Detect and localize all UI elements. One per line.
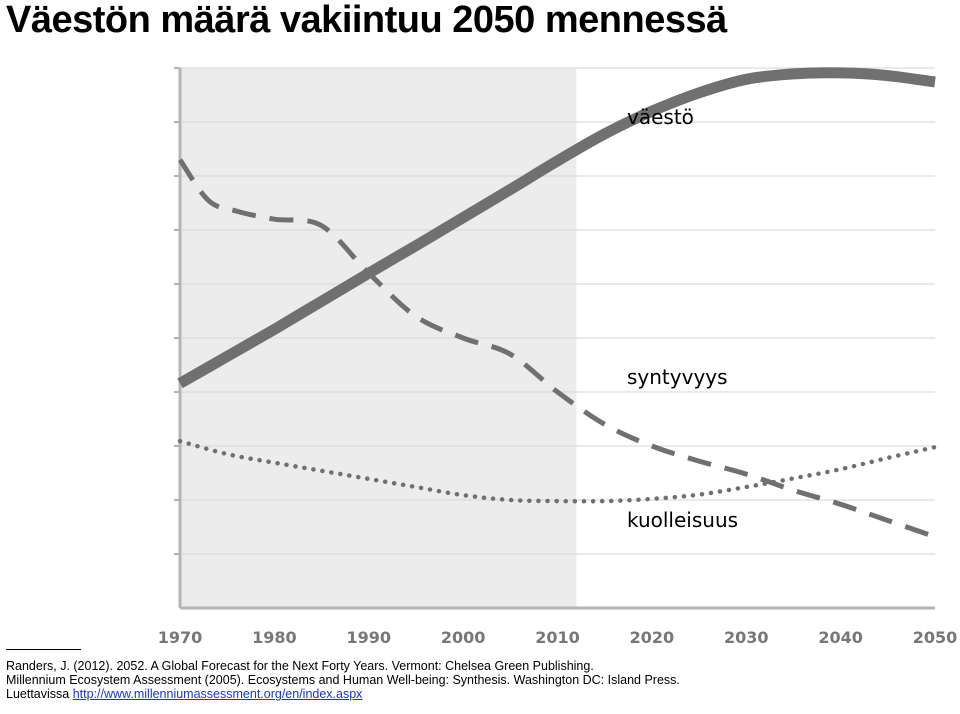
- references: Randers, J. (2012). 2052. A Global Forec…: [6, 659, 954, 702]
- reference-link[interactable]: http://www.millenniumassessment.org/en/i…: [72, 687, 363, 702]
- population-chart: 1970 1980 1990 2000 2010 2020 2030 2040 2050 väe…: [158, 67, 958, 647]
- x-tick-label: 1990: [346, 628, 391, 647]
- x-tick-labels: 1970 1980 1990 2000 2010 2020 2030 2040 2050: [158, 628, 958, 647]
- x-tick-label: 1970: [158, 628, 203, 647]
- x-tick-label: 2030: [724, 628, 769, 647]
- footnote-rule: [6, 649, 81, 650]
- x-tick-label: 1980: [252, 628, 297, 647]
- reference-availability: Luettavissa http://www.millenniumassessm…: [6, 687, 954, 701]
- series-line-syntyvyys: [177, 158, 936, 540]
- x-tick-label: 2040: [818, 628, 863, 647]
- page-title: Väestön määrä vakiintuu 2050 mennessä: [6, 0, 727, 41]
- label-vaesto: väestö: [627, 105, 694, 129]
- series-line-vaesto: [177, 67, 936, 389]
- series-lines: [177, 67, 938, 540]
- x-tick-label: 2020: [630, 628, 675, 647]
- x-tick-label: 2000: [441, 628, 486, 647]
- series-line-kuolleisuus: [177, 438, 938, 504]
- x-tick-label: 2010: [535, 628, 580, 647]
- reference-randers: Randers, J. (2012). 2052. A Global Forec…: [6, 659, 594, 673]
- label-syntyvyys: syntyvyys: [627, 365, 728, 389]
- x-tick-label: 2050: [913, 628, 958, 647]
- availability-prefix: Luettavissa: [6, 687, 73, 702]
- label-kuolleisuus: kuolleisuus: [627, 508, 738, 532]
- reference-mea: Millennium Ecosystem Assessment (2005). …: [6, 673, 680, 688]
